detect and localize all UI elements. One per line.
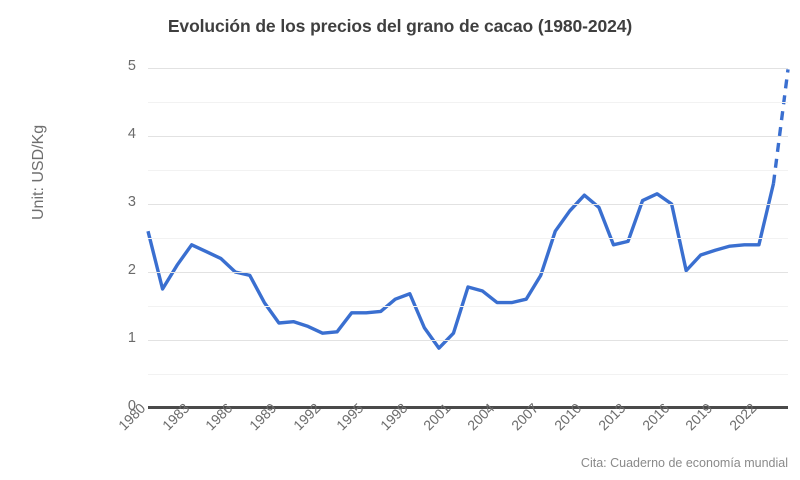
gridline-minor bbox=[148, 238, 788, 239]
gridline-minor bbox=[148, 306, 788, 307]
y-tick-label: 1 bbox=[127, 330, 136, 346]
y-tick-label: 0 bbox=[127, 398, 136, 414]
gridline-major bbox=[148, 136, 788, 137]
gridline-minor bbox=[148, 102, 788, 103]
y-tick-label: 4 bbox=[127, 126, 136, 142]
gridline-major bbox=[148, 272, 788, 273]
gridline-major bbox=[148, 68, 788, 69]
series-line-historic bbox=[146, 183, 776, 350]
gridline-major bbox=[148, 204, 788, 205]
y-tick-label: 3 bbox=[127, 194, 136, 210]
series-layer bbox=[146, 69, 790, 350]
gridline-minor bbox=[148, 374, 788, 375]
y-tick-label: 2 bbox=[127, 262, 136, 278]
citation-text: Cita: Cuaderno de economía mundial bbox=[580, 456, 788, 470]
plot-area bbox=[146, 68, 790, 408]
y-tick-label: 5 bbox=[127, 58, 136, 74]
y-axis-title: Unit: USD/Kg bbox=[30, 124, 47, 220]
gridline-major bbox=[148, 340, 788, 341]
gridline-minor bbox=[148, 170, 788, 171]
page-title: Evolución de los precios del grano de ca… bbox=[167, 16, 633, 36]
series-line-projection bbox=[771, 69, 790, 184]
x-axis-baseline bbox=[148, 406, 788, 409]
